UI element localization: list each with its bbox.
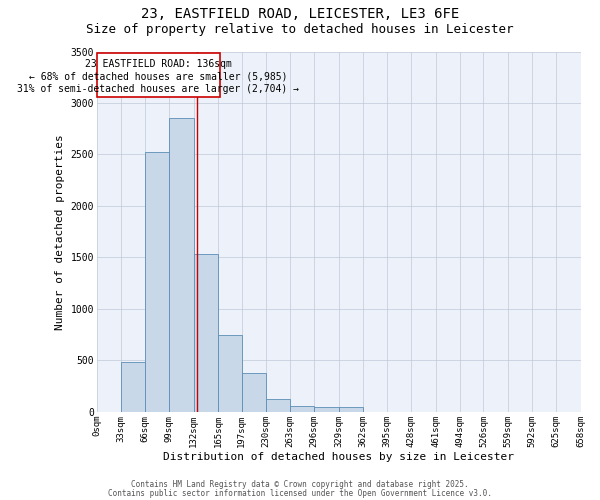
X-axis label: Distribution of detached houses by size in Leicester: Distribution of detached houses by size … bbox=[163, 452, 514, 462]
Text: Contains public sector information licensed under the Open Government Licence v3: Contains public sector information licen… bbox=[108, 488, 492, 498]
Text: Contains HM Land Registry data © Crown copyright and database right 2025.: Contains HM Land Registry data © Crown c… bbox=[131, 480, 469, 489]
Bar bbox=[169, 118, 194, 412]
Bar bbox=[194, 254, 218, 412]
Bar bbox=[145, 152, 169, 412]
Y-axis label: Number of detached properties: Number of detached properties bbox=[55, 134, 65, 330]
Text: 23, EASTFIELD ROAD, LEICESTER, LE3 6FE: 23, EASTFIELD ROAD, LEICESTER, LE3 6FE bbox=[141, 8, 459, 22]
Bar bbox=[338, 407, 363, 412]
Bar bbox=[218, 334, 242, 412]
Bar bbox=[242, 373, 266, 412]
Bar bbox=[314, 407, 338, 412]
Bar bbox=[121, 362, 145, 412]
Text: Size of property relative to detached houses in Leicester: Size of property relative to detached ho… bbox=[86, 22, 514, 36]
Text: ← 68% of detached houses are smaller (5,985): ← 68% of detached houses are smaller (5,… bbox=[29, 72, 287, 82]
Bar bbox=[266, 398, 290, 412]
Bar bbox=[290, 406, 314, 412]
Text: 31% of semi-detached houses are larger (2,704) →: 31% of semi-detached houses are larger (… bbox=[17, 84, 299, 94]
FancyBboxPatch shape bbox=[97, 52, 220, 97]
Text: 23 EASTFIELD ROAD: 136sqm: 23 EASTFIELD ROAD: 136sqm bbox=[85, 59, 232, 69]
